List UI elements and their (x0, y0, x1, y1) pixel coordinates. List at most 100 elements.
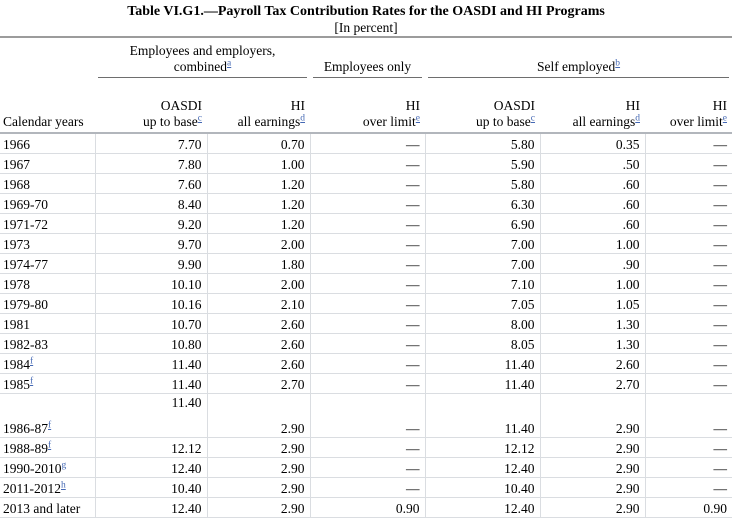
row-label-cell: 1982-83 (0, 333, 95, 354)
rate-cell: 6.30 (424, 193, 540, 214)
rate-cell: — (644, 373, 732, 394)
rate-cell: 9.20 (94, 213, 207, 234)
rate-cell: — (644, 213, 732, 234)
rate-cell: 2.90 (206, 457, 310, 478)
group-label-self-employed: Self employed (536, 59, 616, 74)
rate-cell: 10.80 (94, 333, 207, 354)
group-label-combined-line1: Employees and employers, (129, 43, 276, 58)
table-row: 2013 and later 12.40 2.90 0.90 12.40 2.90 0.90 (0, 497, 732, 518)
rate-cell: 2.90 (206, 477, 310, 498)
row-label-cell: 1986-87f (0, 393, 95, 438)
rate-cell: — (644, 293, 732, 314)
rate-cell: — (644, 353, 732, 374)
rate-cell: — (644, 273, 732, 294)
footnote-link-d[interactable]: d (300, 113, 305, 124)
rate-cell: 1.30 (539, 333, 645, 354)
rate-cell: 6.90 (424, 213, 540, 234)
rate-cell: — (644, 437, 732, 458)
footnote-link-h[interactable]: h (61, 480, 66, 491)
rate-cell: .50 (539, 153, 645, 174)
rate-cell: — (644, 253, 732, 274)
rate-cell: 2.90 (539, 457, 645, 478)
rate-cell: 10.16 (94, 293, 207, 314)
rate-cell: 5.80 (424, 173, 540, 194)
rate-cell: 0.90 (644, 497, 732, 518)
table-row: 1974-77 9.90 1.80—7.00.90— (0, 253, 732, 274)
rate-cell: — (309, 153, 425, 174)
rate-cell: 0.90 (309, 497, 425, 518)
rate-cell: — (309, 133, 425, 154)
footnote-link-f[interactable]: f (30, 356, 34, 367)
rate-cell: 7.00 (424, 233, 540, 254)
rate-cell: 1.80 (206, 253, 310, 274)
rate-cell: 2.90 (206, 393, 310, 438)
col-header-calendar-years: Calendar years (0, 78, 95, 134)
rate-cell: 7.80 (94, 153, 207, 174)
rate-cell: 2.90 (539, 393, 645, 438)
rate-cell: 2.60 (539, 353, 645, 374)
rate-cell: 7.70 (94, 133, 207, 154)
rate-cell: — (644, 313, 732, 334)
rate-cell: 2.60 (206, 353, 310, 374)
rate-cell: — (309, 193, 425, 214)
rate-cell: 12.12 (424, 437, 540, 458)
rate-cell: 12.40 (94, 497, 207, 518)
payroll-tax-rates-table: Employees and employers, combineda Emplo… (0, 38, 732, 518)
rate-cell: — (309, 477, 425, 498)
footnote-link-c[interactable]: c (197, 113, 202, 124)
table-row: 1986-87f 11.40 2.90—11.40 2.90— (0, 393, 732, 438)
row-label-cell: 1969-70 (0, 193, 95, 214)
footnote-link-e[interactable]: e (722, 113, 727, 124)
rate-cell: — (644, 477, 732, 498)
rate-cell: 12.40 (94, 457, 207, 478)
rate-cell: 2.00 (206, 273, 310, 294)
rate-cell: 1.30 (539, 313, 645, 334)
rate-cell: 0.35 (539, 133, 645, 154)
rate-cell: — (309, 233, 425, 254)
rate-cell: 5.90 (424, 153, 540, 174)
table-row: 1968 7.60 1.20—5.80.60— (0, 173, 732, 194)
row-label-cell: 1985f (0, 373, 95, 394)
col-header-hi-over-limit-employees: HI over limite (310, 78, 425, 134)
footnote-link-d[interactable]: d (635, 113, 640, 124)
table-row: 1969-70 8.40 1.20—6.30.60— (0, 193, 732, 214)
footnote-link-g[interactable]: g (61, 460, 67, 471)
footnote-link-f[interactable]: f (48, 420, 52, 431)
row-label-cell: 1967 (0, 153, 95, 174)
rate-cell: — (644, 333, 732, 354)
rate-cell: — (644, 233, 732, 254)
title-block: Table VI.G1.—Payroll Tax Contribution Ra… (0, 0, 732, 38)
rate-cell: — (309, 293, 425, 314)
rate-cell: 11.40 (424, 353, 540, 374)
group-label-combined-line2: combined (173, 59, 228, 74)
rate-cell: 2.00 (206, 233, 310, 254)
row-label-cell: 1979-80 (0, 293, 95, 314)
rate-cell: 2.90 (206, 497, 310, 518)
group-header-spacer (0, 38, 95, 78)
footnote-link-e[interactable]: e (415, 113, 420, 124)
rate-cell: 9.90 (94, 253, 207, 274)
footnote-link-f[interactable]: f (30, 376, 34, 387)
rate-cell: .90 (539, 253, 645, 274)
footnote-link-c[interactable]: c (530, 113, 535, 124)
rate-cell: 11.40 (94, 353, 207, 374)
footnote-link-f[interactable]: f (48, 440, 52, 451)
row-label-cell: 1968 (0, 173, 95, 194)
rate-cell: 10.40 (424, 477, 540, 498)
rate-cell: 1.20 (206, 173, 310, 194)
col-header-hi-all-earnings-self: HI all earningsd (540, 78, 645, 134)
footnote-link-a[interactable]: a (227, 58, 232, 69)
rate-cell: 5.80 (424, 133, 540, 154)
rate-cell: 2.70 (539, 373, 645, 394)
footnote-link-b[interactable]: b (615, 58, 621, 69)
table-row: 1985f 11.40 2.70—11.40 2.70— (0, 373, 732, 394)
group-header-combined: Employees and employers, combineda (95, 38, 310, 78)
rate-cell: — (309, 173, 425, 194)
rate-cell: 10.10 (94, 273, 207, 294)
rate-cell: 2.90 (539, 437, 645, 458)
rate-cell: — (309, 393, 425, 438)
rate-cell: 1.00 (539, 273, 645, 294)
table-body: 1966 7.70 0.70—5.80 0.35—1967 7.80 1.00—5.90.… (0, 133, 732, 518)
rate-cell: 2.10 (206, 293, 310, 314)
row-label-cell: 1966 (0, 133, 95, 154)
